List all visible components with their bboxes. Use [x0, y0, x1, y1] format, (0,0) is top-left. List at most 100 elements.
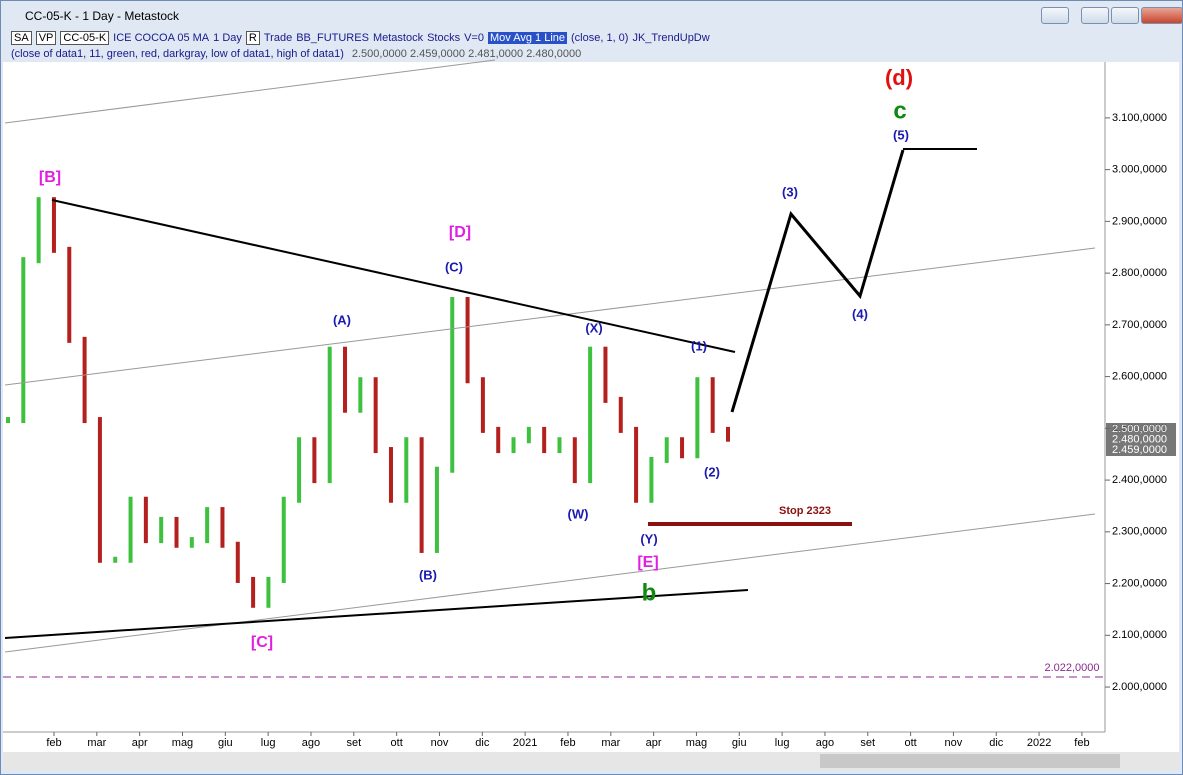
x-tick-label: apr — [132, 737, 148, 749]
wave-label: b — [642, 579, 657, 606]
price-bar — [235, 541, 240, 583]
x-tick-label: set — [346, 737, 361, 749]
x-tick-label: mag — [686, 737, 707, 749]
price-bar — [220, 507, 225, 548]
price-bar — [480, 377, 485, 433]
x-tick-label: feb — [46, 737, 61, 749]
maximize-button[interactable] — [1111, 7, 1139, 24]
indicator-params: (close of data1, 11, green, red, darkgra… — [11, 48, 344, 60]
wave-label: (A) — [333, 312, 351, 327]
wave-label: [E] — [637, 554, 658, 571]
minimize-button[interactable] — [1081, 7, 1109, 24]
price-bars — [6, 197, 730, 608]
toolbar-item[interactable]: R — [245, 31, 260, 45]
price-bar — [588, 346, 593, 484]
price-bar — [97, 417, 102, 563]
price-bar — [143, 496, 148, 544]
y-tick-label: 2.700,0000 — [1112, 319, 1167, 331]
x-tick-label: lug — [261, 737, 276, 749]
toolbar-item[interactable]: 1 Day — [213, 32, 242, 44]
channel-line — [4, 247, 1096, 386]
price-bar — [327, 346, 332, 484]
trend-line — [4, 589, 749, 639]
price-bar — [603, 346, 608, 403]
y-tick-label: 2.000,0000 — [1112, 681, 1167, 693]
wave-label: (1) — [691, 338, 707, 353]
wave-label: (C) — [445, 259, 463, 274]
price-bar — [542, 426, 547, 454]
indicator-line: (close of data1, 11, green, red, darkgra… — [11, 48, 581, 60]
toolbar: SA VP CC-05-K ICE COCOA 05 MA 1 Day R Trade BB_… — [11, 31, 714, 45]
price-bar — [128, 496, 133, 563]
x-tick-label: ago — [302, 737, 320, 749]
y-tick-label: 2.100,0000 — [1112, 629, 1167, 641]
channel-line — [4, 59, 496, 124]
wave-label: [D] — [449, 224, 471, 241]
price-bar — [618, 396, 623, 433]
price-bar — [726, 426, 730, 442]
x-tick-label: nov — [431, 737, 449, 749]
price-bar — [67, 246, 72, 343]
indicator-values: 2.500,0000 2.459,0000 2.481,0000 2.480,0… — [351, 48, 582, 60]
price-bar — [312, 437, 317, 484]
x-tick-label: mar — [601, 737, 620, 749]
price-bar — [450, 297, 455, 473]
wave-label: (5) — [893, 127, 909, 142]
x-tick-label: dic — [475, 737, 490, 749]
y-tick-label: 2.200,0000 — [1112, 577, 1167, 589]
price-bar — [189, 537, 194, 548]
toolbar-item[interactable]: BB_FUTURES — [296, 32, 369, 44]
x-tick-label: ott — [904, 737, 916, 749]
price-bar — [36, 197, 41, 264]
trend-line — [51, 199, 736, 353]
price-bar — [51, 197, 56, 253]
toolbar-item[interactable]: V=0 — [464, 32, 484, 44]
price-bar — [113, 556, 118, 563]
price-bar — [572, 437, 577, 484]
toolbar-item[interactable]: Mov Avg 1 Line — [487, 32, 567, 44]
level-label: 2.022,0000 — [1044, 662, 1099, 674]
price-bar — [82, 336, 87, 424]
x-tick-label: mar — [87, 737, 106, 749]
y-tick-label: 2.900,0000 — [1112, 215, 1167, 227]
wave-label: [C] — [251, 634, 273, 651]
toolbar-item[interactable]: SA — [11, 31, 32, 45]
y-tick-label: 2.300,0000 — [1112, 526, 1167, 538]
x-tick-label: giu — [218, 737, 233, 749]
price-bar — [526, 426, 531, 444]
wave-label: (2) — [704, 464, 720, 479]
wave-label: [B] — [39, 169, 61, 186]
toolbar-item[interactable]: VP — [35, 31, 57, 45]
x-tick-label: lug — [775, 737, 790, 749]
price-bar — [695, 377, 700, 459]
price-bar — [434, 466, 439, 553]
price-tag: 2.500,0000 — [1112, 423, 1167, 435]
price-bar — [710, 377, 715, 433]
x-tick-label: giu — [732, 737, 747, 749]
toolbar-item[interactable]: JK_TrendUpDw — [632, 32, 710, 44]
x-tick-label: ago — [816, 737, 834, 749]
price-bar — [496, 426, 501, 454]
toolbar-item[interactable]: Stocks — [427, 32, 461, 44]
price-bar — [205, 507, 210, 544]
y-tick-label: 2.600,0000 — [1112, 371, 1167, 383]
restore-button[interactable] — [1041, 7, 1069, 24]
price-tag: 2.480,0000 — [1112, 433, 1167, 445]
toolbar-item[interactable]: Metastock — [372, 32, 424, 44]
stop-label: Stop 2323 — [779, 505, 831, 517]
price-bar — [557, 437, 562, 454]
price-bar — [649, 456, 654, 503]
x-tick-label: apr — [646, 737, 662, 749]
scroll-thumb[interactable] — [820, 754, 1120, 768]
toolbar-item[interactable]: CC-05-K — [60, 31, 110, 45]
y-tick-label: 2.800,0000 — [1112, 267, 1167, 279]
toolbar-item[interactable]: ICE COCOA 05 MA — [113, 32, 210, 44]
price-bar — [174, 516, 179, 548]
x-axis-area — [3, 732, 1179, 752]
wave-label: c — [893, 97, 906, 124]
toolbar-item[interactable]: Trade — [263, 32, 293, 44]
price-bar — [297, 437, 302, 503]
toolbar-item[interactable]: (close, 1, 0) — [571, 32, 629, 44]
price-bar — [419, 437, 424, 553]
price-bar — [373, 377, 378, 454]
